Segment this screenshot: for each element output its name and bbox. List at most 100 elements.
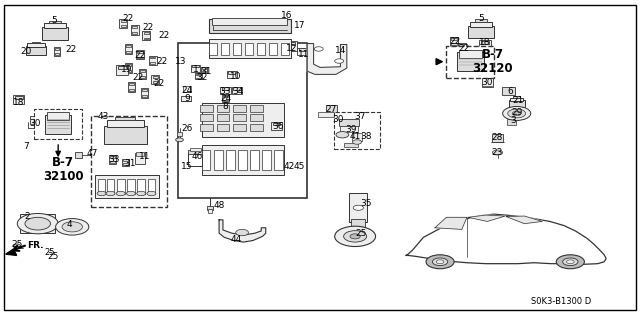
Circle shape	[556, 255, 584, 269]
Text: 24: 24	[182, 86, 193, 95]
Bar	[233, 123, 246, 130]
Bar	[92, 116, 167, 206]
Bar	[141, 95, 147, 97]
Bar	[492, 134, 503, 142]
Bar	[140, 76, 145, 78]
Bar	[459, 49, 465, 51]
Bar	[208, 209, 212, 212]
Bar	[220, 87, 230, 94]
Bar	[118, 66, 127, 69]
Circle shape	[17, 213, 58, 234]
Text: B-7
32100: B-7 32100	[43, 156, 84, 183]
Bar	[238, 150, 246, 170]
Bar	[137, 51, 143, 53]
Text: 14: 14	[335, 46, 346, 56]
Bar	[326, 105, 337, 113]
Bar	[507, 119, 516, 125]
Bar	[200, 67, 207, 73]
Text: 22: 22	[458, 44, 469, 54]
Bar	[222, 87, 229, 90]
Bar	[509, 100, 525, 108]
Bar	[475, 19, 486, 22]
Bar	[127, 179, 135, 195]
Circle shape	[350, 234, 360, 239]
Text: 39: 39	[345, 125, 356, 134]
Bar	[351, 219, 365, 228]
Bar	[209, 19, 291, 33]
Bar	[107, 120, 143, 127]
Bar	[191, 64, 200, 71]
Text: 38: 38	[360, 132, 372, 141]
Text: 31: 31	[124, 159, 136, 168]
Circle shape	[106, 191, 115, 196]
Bar	[245, 43, 253, 55]
Bar	[132, 32, 138, 34]
Bar	[183, 86, 191, 92]
Bar	[468, 26, 493, 39]
Bar	[458, 43, 466, 52]
Circle shape	[56, 219, 89, 235]
Bar	[334, 112, 380, 149]
Bar	[129, 89, 134, 91]
Bar	[110, 156, 115, 158]
Text: 30: 30	[481, 78, 493, 87]
Text: 22: 22	[158, 31, 169, 40]
Polygon shape	[406, 214, 606, 264]
Circle shape	[97, 191, 106, 196]
Text: 18: 18	[13, 98, 24, 107]
Bar	[180, 96, 191, 101]
Bar	[202, 103, 284, 137]
Bar	[195, 73, 202, 79]
Bar	[216, 114, 229, 121]
Bar	[139, 69, 147, 78]
Text: 29: 29	[511, 108, 522, 117]
Circle shape	[512, 111, 521, 116]
Text: 22: 22	[156, 57, 167, 66]
Text: 1: 1	[193, 65, 198, 74]
Bar	[223, 100, 228, 101]
Bar	[109, 155, 116, 164]
Bar	[502, 87, 515, 95]
Bar	[250, 123, 262, 130]
Bar	[221, 43, 228, 55]
Bar	[451, 37, 458, 46]
Text: 22: 22	[65, 45, 77, 55]
Text: 11: 11	[298, 50, 310, 59]
Bar	[202, 145, 284, 175]
Bar	[344, 143, 358, 147]
Circle shape	[508, 109, 525, 118]
Text: 4: 4	[67, 220, 72, 229]
Bar	[116, 65, 129, 75]
Bar	[122, 159, 129, 166]
Bar	[136, 152, 144, 156]
Bar	[232, 87, 242, 94]
Bar	[132, 26, 138, 28]
Bar	[125, 44, 132, 54]
Bar	[98, 179, 106, 195]
Polygon shape	[506, 216, 542, 224]
Text: 26: 26	[182, 124, 193, 133]
Bar	[135, 153, 145, 164]
Polygon shape	[435, 217, 467, 229]
Text: 22: 22	[132, 73, 143, 82]
Circle shape	[116, 191, 125, 196]
Text: 27: 27	[326, 105, 337, 114]
Bar	[228, 71, 236, 74]
Circle shape	[566, 260, 574, 264]
Bar	[297, 48, 307, 56]
Bar	[140, 70, 145, 72]
Bar	[470, 22, 492, 27]
Bar	[148, 179, 156, 195]
Text: 18: 18	[479, 38, 490, 47]
Bar	[27, 43, 45, 48]
Text: 35: 35	[360, 199, 372, 208]
Text: 30: 30	[29, 119, 41, 129]
Bar	[352, 133, 362, 141]
Text: 10: 10	[230, 72, 241, 81]
Bar	[117, 179, 125, 195]
Bar	[177, 132, 182, 136]
Bar	[120, 19, 127, 28]
Bar	[451, 43, 457, 45]
Bar	[513, 96, 520, 98]
Bar	[233, 114, 246, 121]
